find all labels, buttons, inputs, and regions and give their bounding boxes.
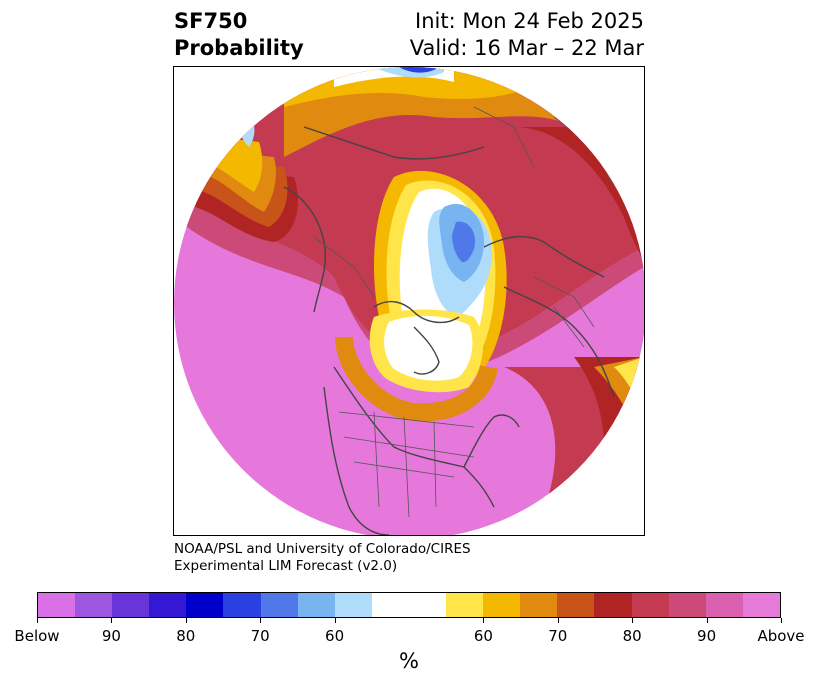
colorbar-tickmark — [111, 618, 113, 623]
colorbar-segment — [705, 593, 743, 617]
colorbar-tick-label: 70 — [250, 627, 270, 645]
colorbar-tick-label: Above — [757, 627, 805, 645]
colorbar-tick-label: 60 — [325, 627, 345, 645]
probability-colorbar — [37, 592, 781, 618]
political-borders — [313, 106, 615, 518]
colorbar-tick-label: 70 — [548, 627, 568, 645]
colorbar-segment — [483, 593, 521, 617]
colorbar-tickmark — [185, 618, 187, 623]
colorbar-tick-label: 80 — [622, 627, 642, 645]
arctic-darkblue-region — [452, 221, 476, 263]
colorbar-segment — [668, 593, 706, 617]
colorbar-tickmark — [781, 618, 782, 623]
forecast-map — [173, 66, 645, 536]
colorbar-segment — [371, 593, 409, 617]
colorbar-tick-label: 80 — [176, 627, 196, 645]
colorbar-segment — [408, 593, 447, 617]
colorbar-segment — [334, 593, 372, 617]
polar-map-svg — [174, 67, 644, 535]
valid-range: Valid: 16 Mar – 22 Mar — [409, 36, 644, 60]
colorbar-segment — [75, 593, 113, 617]
colorbar-tick-label: 90 — [697, 627, 717, 645]
colorbar-tickmark — [37, 618, 38, 623]
credit-text: NOAA/PSL and University of Colorado/CIRE… — [174, 541, 471, 575]
map-title-right: Init: Mon 24 Feb 2025 Valid: 16 Mar – 22… — [410, 8, 644, 62]
colorbar-tickmark — [483, 618, 485, 623]
colorbar-segment — [742, 593, 780, 617]
colorbar-segment — [594, 593, 632, 617]
colorbar-tickmark — [557, 618, 559, 623]
colorbar-segment — [520, 593, 558, 617]
colorbar-segment — [38, 593, 76, 617]
credit-line-2: Experimental LIM Forecast (v2.0) — [174, 558, 398, 574]
arctic-blue-top — [399, 67, 436, 73]
colorbar-segment — [557, 593, 595, 617]
colorbar-segment — [631, 593, 669, 617]
canada-white-region — [384, 315, 473, 381]
colorbar-tick-label: 90 — [101, 627, 121, 645]
colorbar-tickmark — [334, 618, 336, 623]
variable-type: Probability — [174, 36, 304, 60]
map-title-left: SF750 Probability — [174, 8, 304, 62]
colorbar-segment — [297, 593, 335, 617]
colorbar-tickmark — [632, 618, 634, 623]
init-date: Init: Mon 24 Feb 2025 — [415, 9, 644, 33]
colorbar-segment — [149, 593, 187, 617]
colorbar-tick-label: 60 — [473, 627, 493, 645]
canada-orange-ring — [335, 336, 498, 422]
credit-line-1: NOAA/PSL and University of Colorado/CIRE… — [174, 541, 471, 557]
colorbar-tick-label: Below — [14, 627, 60, 645]
colorbar-segment — [223, 593, 261, 617]
colorbar-tickmark — [260, 618, 262, 623]
colorbar-segment — [186, 593, 224, 617]
colorbar-unit-label: % — [399, 649, 419, 673]
variable-name: SF750 — [174, 9, 248, 33]
colorbar-segment — [260, 593, 298, 617]
colorbar-segment — [446, 593, 484, 617]
colorbar-segment — [112, 593, 150, 617]
colorbar-tickmark — [706, 618, 708, 623]
coastlines — [283, 126, 615, 535]
